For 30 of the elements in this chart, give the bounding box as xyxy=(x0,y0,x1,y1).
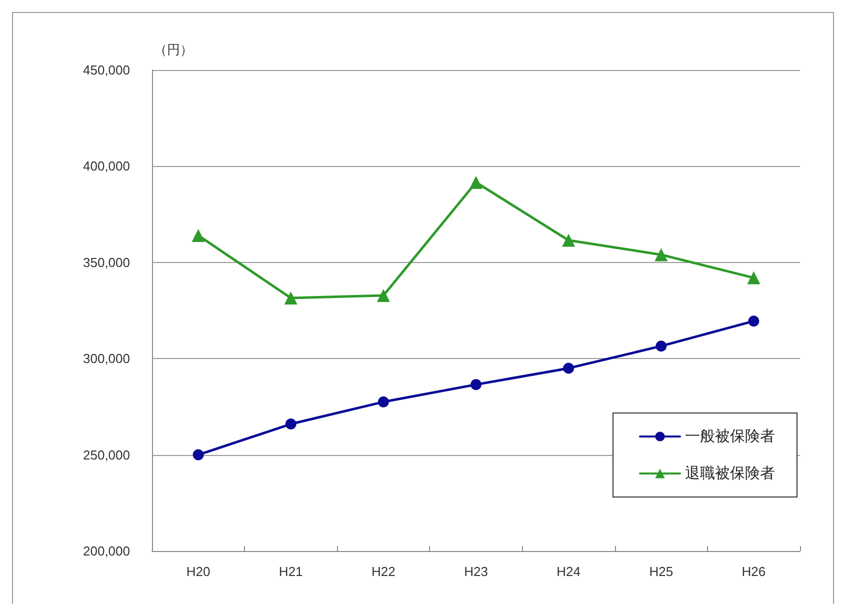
y-tick-label: 300,000 xyxy=(83,351,130,366)
x-tick-label: H21 xyxy=(278,564,303,579)
legend-label: 退職被保険者 xyxy=(685,465,775,482)
x-tick-label: H20 xyxy=(186,564,210,579)
y-tick-label: 350,000 xyxy=(83,254,130,270)
x-tick-label: H25 xyxy=(649,564,674,579)
point xyxy=(748,316,760,327)
point xyxy=(284,291,298,304)
x-tick-label: H23 xyxy=(464,564,488,579)
x-tick-label: H24 xyxy=(556,564,580,579)
point xyxy=(376,288,390,302)
x-tick-label: H26 xyxy=(742,564,766,579)
point xyxy=(563,362,574,374)
x-tick-label: H22 xyxy=(372,564,396,579)
point xyxy=(470,176,482,189)
y-tick-label: 450,000 xyxy=(83,62,130,78)
legend-label: 一般被保険者 xyxy=(685,428,775,445)
y-axis-title: （円） xyxy=(154,42,193,57)
point xyxy=(192,228,205,242)
point xyxy=(285,418,296,430)
y-tick-label: 250,000 xyxy=(83,447,130,462)
point xyxy=(562,234,576,247)
y-tick-label: 400,000 xyxy=(83,158,130,174)
y-tick-label: 200,000 xyxy=(83,544,130,558)
point xyxy=(192,449,204,460)
point xyxy=(378,396,389,408)
point xyxy=(747,271,760,284)
point xyxy=(656,340,667,352)
point xyxy=(654,248,668,262)
point xyxy=(470,379,482,390)
